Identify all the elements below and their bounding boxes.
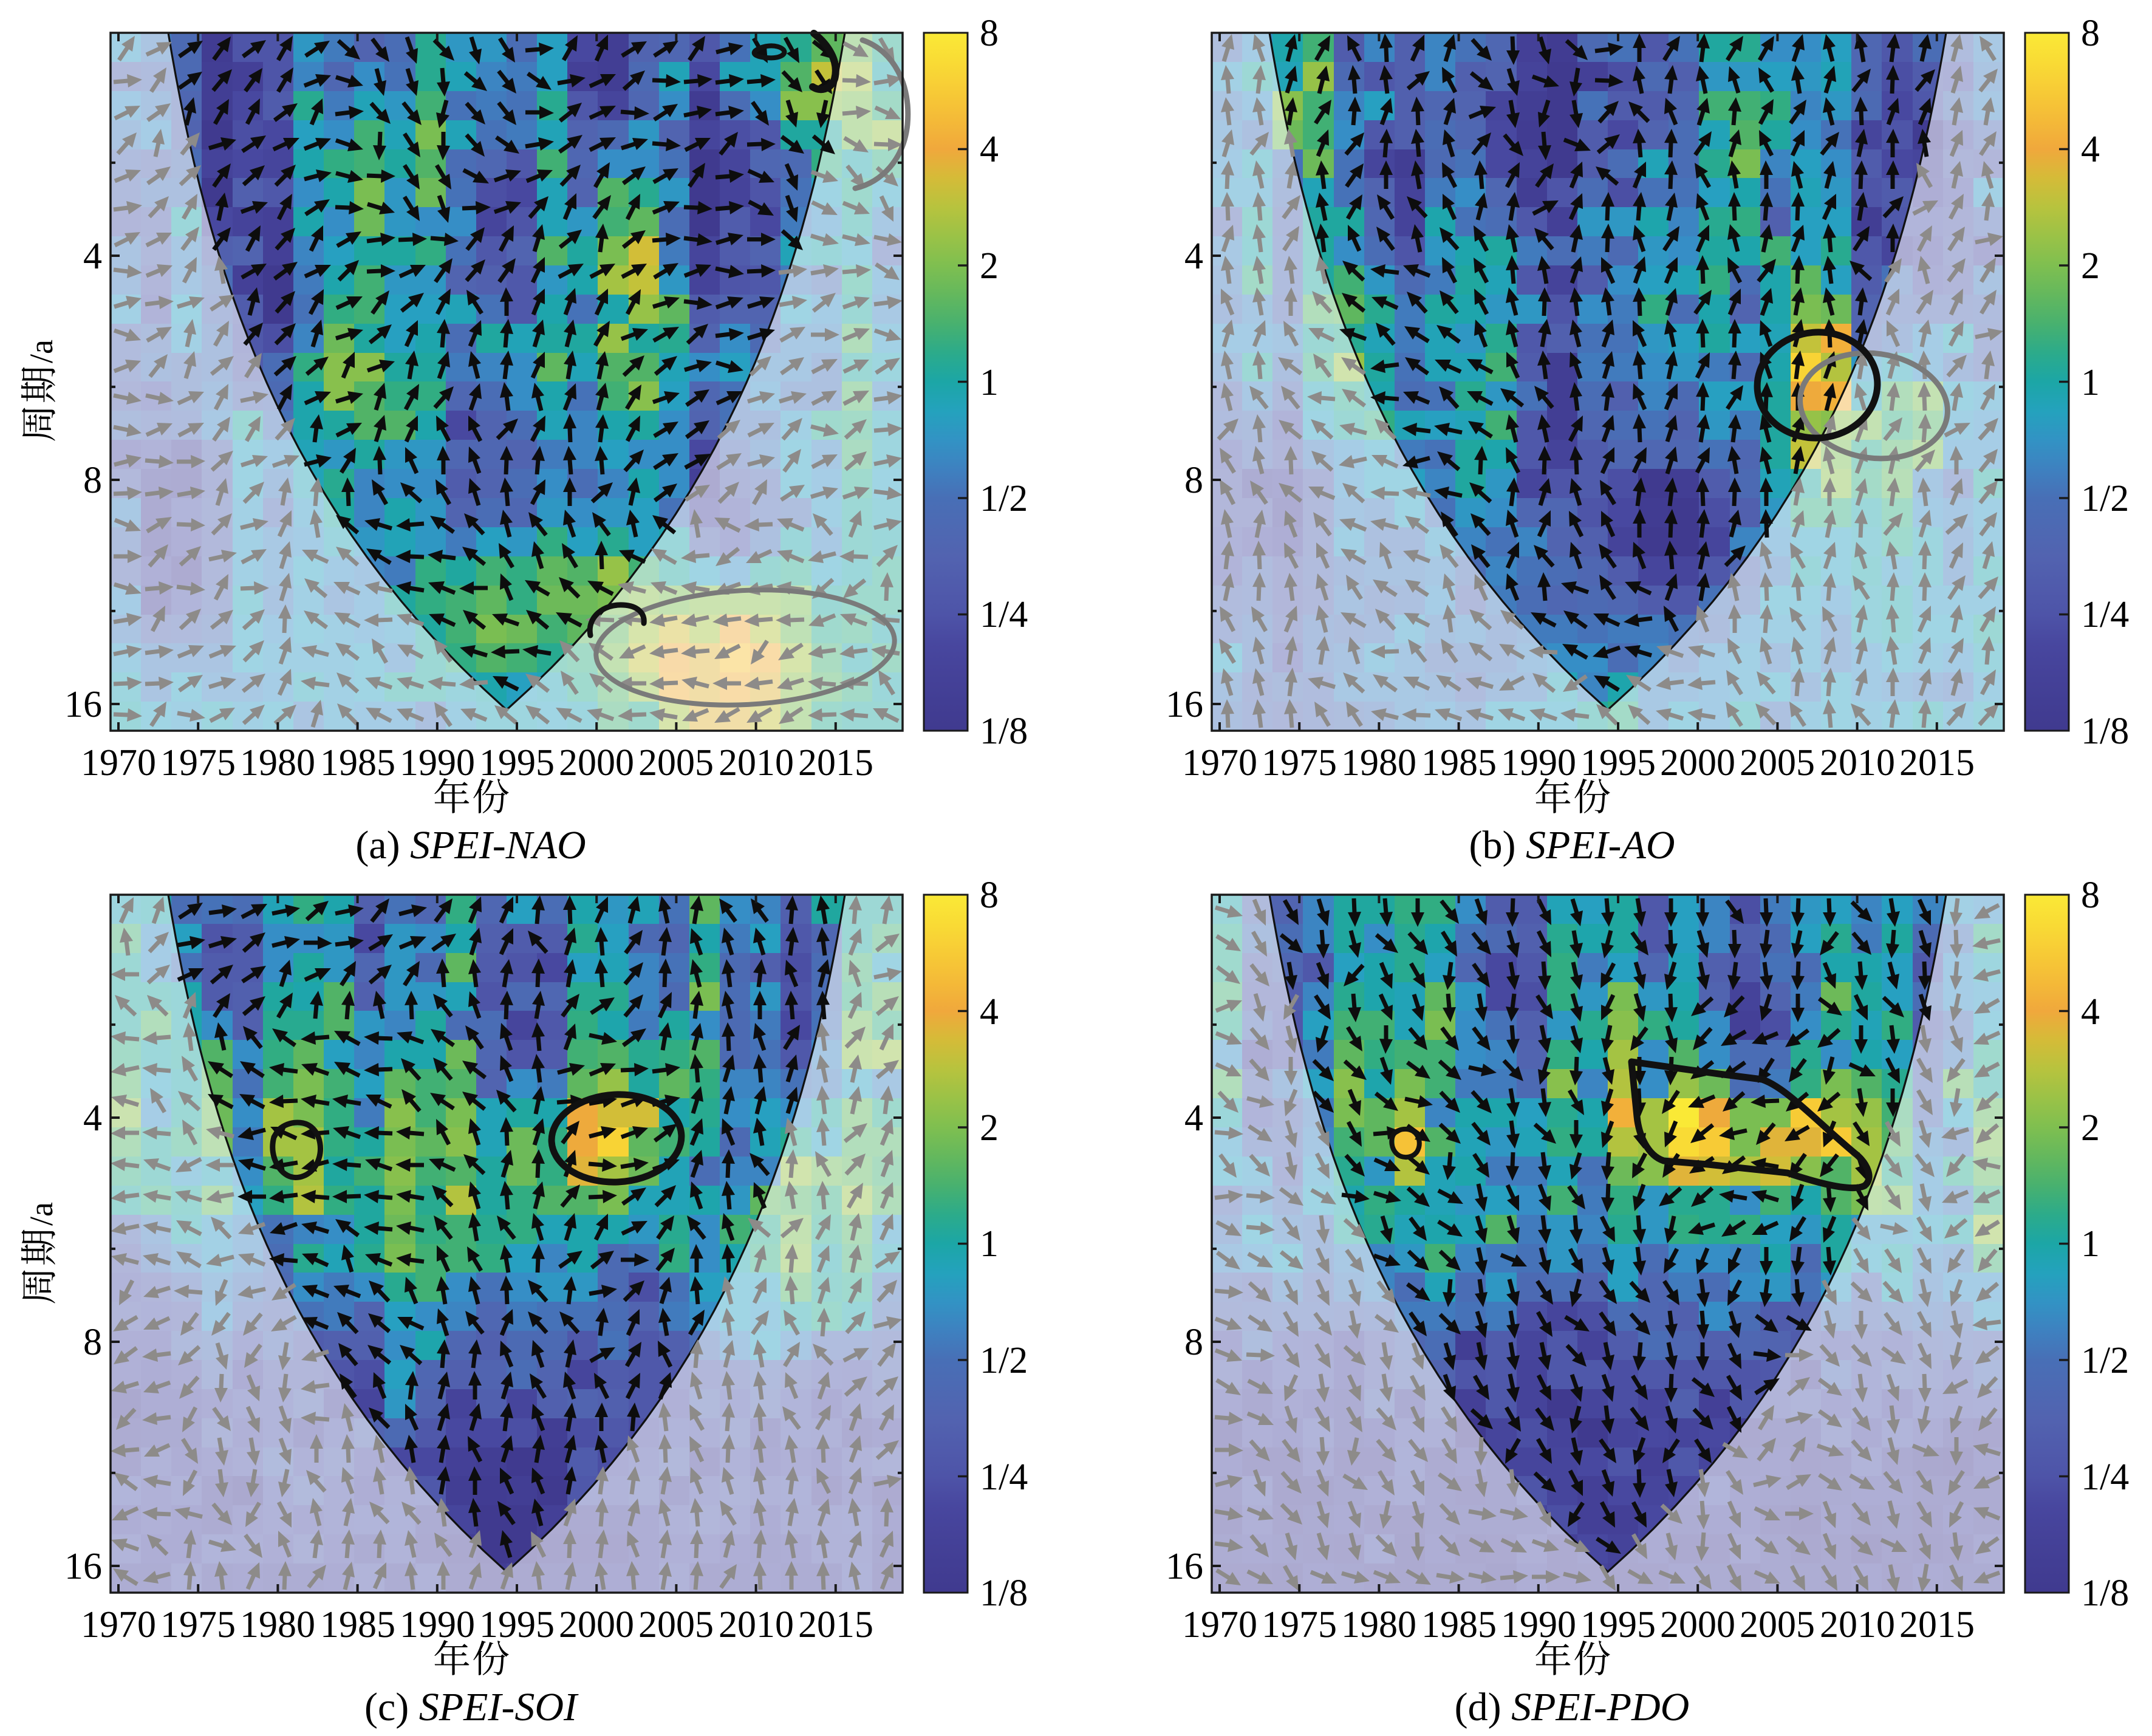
svg-text:1970: 1970 xyxy=(1182,1604,1257,1645)
svg-text:1/4: 1/4 xyxy=(980,594,1028,635)
svg-text:4: 4 xyxy=(980,991,999,1033)
svg-text:1975: 1975 xyxy=(160,1604,236,1645)
svg-text:1970: 1970 xyxy=(1182,742,1257,784)
svg-text:8: 8 xyxy=(83,460,102,501)
svg-text:4: 4 xyxy=(2081,991,2100,1033)
svg-text:8: 8 xyxy=(980,13,999,54)
svg-text:1985: 1985 xyxy=(1421,742,1497,784)
svg-text:2000: 2000 xyxy=(1660,742,1735,784)
svg-text:(a) SPEI-NAO: (a) SPEI-NAO xyxy=(355,823,586,867)
svg-text:1995: 1995 xyxy=(1580,1604,1656,1645)
svg-text:2015: 2015 xyxy=(798,742,873,784)
svg-text:1/2: 1/2 xyxy=(2081,1340,2129,1381)
svg-text:1975: 1975 xyxy=(1262,1604,1337,1645)
svg-text:1985: 1985 xyxy=(320,1604,395,1645)
svg-text:1990: 1990 xyxy=(1501,1604,1576,1645)
svg-text:1990: 1990 xyxy=(400,1604,475,1645)
svg-text:1995: 1995 xyxy=(479,1604,555,1645)
svg-text:1980: 1980 xyxy=(240,1604,315,1645)
svg-text:2010: 2010 xyxy=(719,1604,794,1645)
svg-text:4: 4 xyxy=(83,236,102,277)
svg-text:2000: 2000 xyxy=(559,742,634,784)
svg-text:1/2: 1/2 xyxy=(980,1340,1028,1381)
svg-text:2000: 2000 xyxy=(1660,1604,1735,1645)
svg-text:1970: 1970 xyxy=(81,1604,156,1645)
svg-text:8: 8 xyxy=(980,875,999,916)
svg-text:1995: 1995 xyxy=(1580,742,1656,784)
svg-text:1980: 1980 xyxy=(1341,1604,1416,1645)
svg-text:1975: 1975 xyxy=(160,742,236,784)
svg-text:1: 1 xyxy=(980,362,999,403)
svg-text:2010: 2010 xyxy=(1820,1604,1895,1645)
svg-text:1985: 1985 xyxy=(1421,1604,1497,1645)
svg-text:2000: 2000 xyxy=(559,1604,634,1645)
svg-text:2015: 2015 xyxy=(798,1604,873,1645)
svg-text:16: 16 xyxy=(1166,1546,1203,1587)
svg-text:8: 8 xyxy=(2081,13,2100,54)
svg-text:8: 8 xyxy=(2081,875,2100,916)
svg-text:16: 16 xyxy=(64,684,102,725)
svg-text:1990: 1990 xyxy=(400,742,475,784)
svg-text:8: 8 xyxy=(83,1322,102,1363)
svg-text:1/4: 1/4 xyxy=(2081,594,2129,635)
svg-text:1995: 1995 xyxy=(479,742,555,784)
svg-text:2: 2 xyxy=(980,1107,999,1149)
svg-text:1/2: 1/2 xyxy=(2081,478,2129,519)
svg-text:2010: 2010 xyxy=(719,742,794,784)
svg-text:2005: 2005 xyxy=(638,1604,714,1645)
svg-text:1/8: 1/8 xyxy=(2081,1573,2129,1614)
svg-text:4: 4 xyxy=(1184,1098,1203,1139)
svg-text:8: 8 xyxy=(1184,1322,1203,1363)
svg-text:4: 4 xyxy=(980,129,999,170)
svg-text:1980: 1980 xyxy=(240,742,315,784)
svg-text:2: 2 xyxy=(2081,245,2100,287)
svg-text:(b) SPEI-AO: (b) SPEI-AO xyxy=(1469,823,1675,867)
svg-text:1970: 1970 xyxy=(81,742,156,784)
svg-text:4: 4 xyxy=(2081,129,2100,170)
svg-text:2005: 2005 xyxy=(1740,1604,1815,1645)
svg-text:1975: 1975 xyxy=(1262,742,1337,784)
svg-text:(d) SPEI-PDO: (d) SPEI-PDO xyxy=(1455,1685,1690,1729)
svg-text:2010: 2010 xyxy=(1820,742,1895,784)
svg-text:4: 4 xyxy=(1184,236,1203,277)
svg-text:1/8: 1/8 xyxy=(980,1573,1028,1614)
svg-text:2005: 2005 xyxy=(638,742,714,784)
svg-text:16: 16 xyxy=(64,1546,102,1587)
svg-text:1985: 1985 xyxy=(320,742,395,784)
svg-text:(c) SPEI-SOI: (c) SPEI-SOI xyxy=(364,1685,579,1729)
svg-text:1990: 1990 xyxy=(1501,742,1576,784)
svg-text:2015: 2015 xyxy=(1899,1604,1975,1645)
svg-text:2: 2 xyxy=(2081,1107,2100,1149)
svg-text:16: 16 xyxy=(1166,684,1203,725)
svg-text:1/4: 1/4 xyxy=(2081,1457,2129,1498)
svg-text:1980: 1980 xyxy=(1341,742,1416,784)
svg-text:1/8: 1/8 xyxy=(980,711,1028,752)
svg-text:1: 1 xyxy=(2081,362,2100,403)
svg-text:/a: /a xyxy=(23,1202,60,1226)
svg-text:1/8: 1/8 xyxy=(2081,711,2129,752)
svg-text:1/4: 1/4 xyxy=(980,1457,1028,1498)
svg-text:2015: 2015 xyxy=(1899,742,1975,784)
svg-text:2: 2 xyxy=(980,245,999,287)
svg-text:8: 8 xyxy=(1184,460,1203,501)
svg-text:1: 1 xyxy=(980,1223,999,1265)
svg-text:4: 4 xyxy=(83,1098,102,1139)
svg-text:/a: /a xyxy=(23,340,60,363)
svg-text:1/2: 1/2 xyxy=(980,478,1028,519)
svg-text:2005: 2005 xyxy=(1740,742,1815,784)
svg-text:1: 1 xyxy=(2081,1223,2100,1265)
